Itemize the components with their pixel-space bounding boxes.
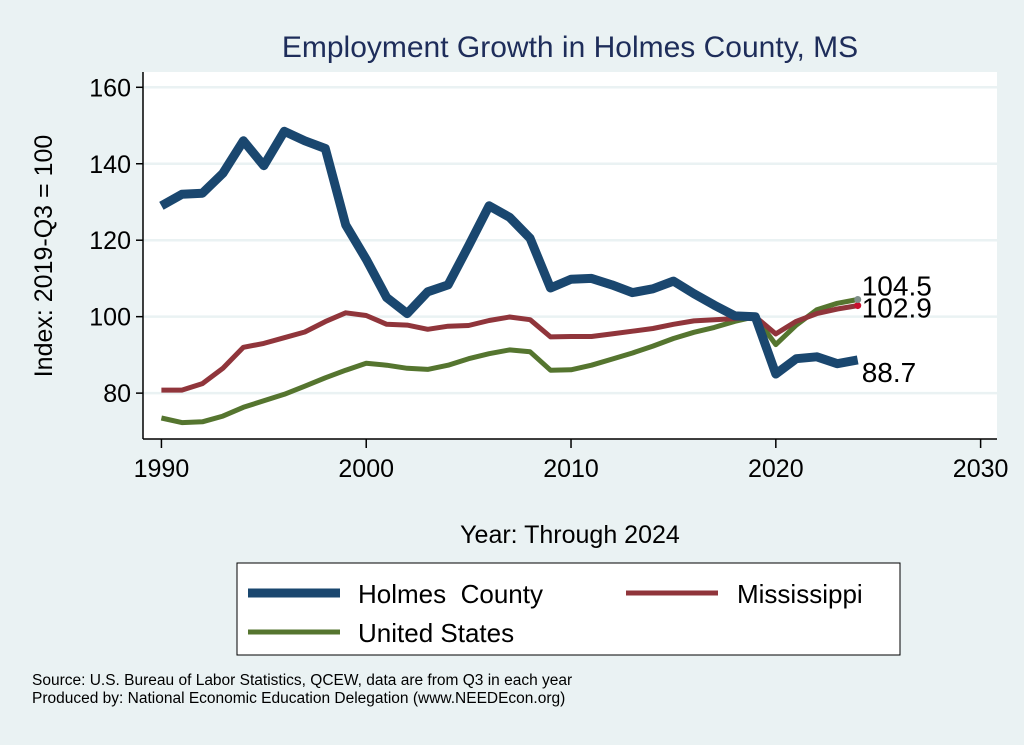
source-note: Source: U.S. Bureau of Labor Statistics,…	[32, 672, 573, 689]
end-marker	[854, 295, 862, 303]
end-marker	[854, 302, 862, 310]
legend-label-holmes: Holmes County	[358, 579, 543, 609]
x-axis-label: Year: Through 2024	[460, 521, 680, 549]
legend: Holmes County Mississippi United States	[236, 562, 901, 656]
legend-label-us: United States	[358, 618, 514, 648]
y-tick-label: 140	[89, 151, 131, 179]
end-label: 102.9	[862, 293, 932, 324]
series-lines	[159, 126, 859, 426]
produced-note: Produced by: National Economic Education…	[32, 690, 566, 707]
x-tick-label: 2030	[953, 455, 1009, 483]
x-tick-label: 2000	[338, 455, 394, 483]
legend-label-mississippi: Mississippi	[737, 579, 863, 609]
legend-box	[236, 562, 901, 656]
y-tick-label: 120	[89, 227, 131, 255]
y-tick-label: 80	[103, 380, 131, 408]
axes	[142, 72, 997, 440]
chart-title: Employment Growth in Holmes County, MS	[282, 31, 858, 64]
y-tick-label: 160	[89, 74, 131, 102]
end-label: 88.7	[862, 357, 917, 388]
x-tick-label: 2010	[543, 455, 599, 483]
y-axis-label: Index: 2019-Q3 = 100	[30, 135, 58, 378]
x-tick-label: 1990	[134, 455, 190, 483]
end-label: 104.5	[862, 270, 932, 301]
x-tick-label: 2020	[748, 455, 804, 483]
series-line-holmes-county	[159, 126, 859, 379]
ticks: 80 100 120 140 160 1990 2000 2010 2020 2030	[89, 74, 1008, 483]
y-tick-label: 100	[89, 304, 131, 332]
